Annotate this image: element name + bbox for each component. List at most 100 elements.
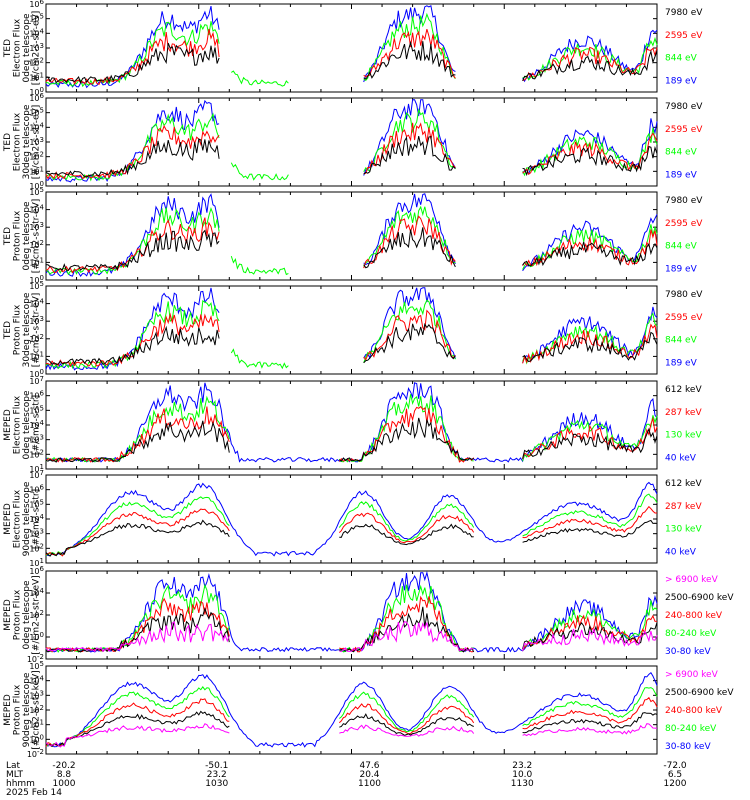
y-axis-title-line: Electron Flux (13, 112, 23, 171)
y-tick-label: 104 (29, 675, 44, 686)
series-line-844-ev (45, 299, 658, 370)
y-tick-label: 105 (29, 107, 44, 118)
y-axis-title-line: Proton Flux (13, 589, 23, 640)
legend-entry: 2500-6900 keV (665, 688, 734, 698)
x-tick-lat: -20.2 (52, 761, 75, 771)
legend-entry: 130 keV (665, 431, 702, 441)
series-line-40-kev (45, 382, 658, 463)
y-axis-title-line: MEPED (3, 409, 13, 441)
y-axis-title: TED Electron Flux 30deg telescope [#/cm2-s-… (3, 104, 42, 179)
x-axis-row-label: hhmm (6, 779, 35, 789)
y-axis-title: TED Proton Flux 0deg telescope [#/cm2-s-str… (3, 199, 42, 274)
series-line-612-kev (45, 519, 658, 557)
y-tick-label: 106 (29, 565, 44, 576)
y-axis-title-line: [#/cm2-s-str] (32, 395, 42, 455)
y-axis-title-line: 0deg telescope (22, 580, 32, 650)
y-axis-title-line: Proton Flux (13, 684, 23, 735)
legend-entry: 189 eV (665, 264, 698, 274)
y-tick-label: 101 (29, 463, 44, 474)
y-tick-label: 104 (29, 27, 44, 38)
legend-entry: 844 eV (665, 54, 698, 64)
legend-entry: 2595 eV (665, 31, 703, 41)
y-axis-title-line: 30deg telescope (22, 104, 32, 179)
legend-entry: > 6900 keV (665, 575, 719, 585)
legend-entry: 240-800 keV (665, 706, 723, 716)
y-axis-title-line: 90deg telescope (22, 672, 32, 747)
y-tick-label: 100 (29, 86, 44, 97)
y-tick-label: 106 (29, 92, 44, 103)
y-tick-label: 102 (29, 57, 44, 68)
y-axis-title-line: 30deg telescope (22, 292, 32, 367)
series-line-7980-ev (45, 40, 658, 84)
y-tick-label: 103 (29, 689, 44, 700)
legend-entry: 612 keV (665, 479, 702, 489)
y-axis-title-line: 0deg telescope (22, 13, 32, 83)
y-tick-label: 104 (29, 513, 44, 524)
y-axis-title-line: Electron Flux (13, 489, 23, 548)
y-axis-title-line: 90deg telescope (22, 481, 32, 556)
panel-frame (45, 570, 658, 660)
panel-frame (45, 665, 658, 755)
legend-entry: 287 keV (665, 408, 702, 418)
y-tick-label: 104 (29, 419, 44, 430)
y-tick-label: 100 (29, 733, 44, 744)
y-axis-title-line: [#/cm2-s-str-keV] (32, 575, 42, 654)
y-tick-label: 102 (29, 609, 44, 620)
series-line-844-ev (45, 205, 658, 276)
series-line-287-kev (45, 505, 657, 557)
panel-frame (45, 191, 658, 281)
legend-entry: 189 eV (665, 76, 698, 86)
y-axis-title-line: MEPED (3, 503, 13, 535)
series-line-189-ev (45, 287, 658, 371)
y-axis-title-line: TED (3, 227, 13, 246)
y-tick-label: 106 (29, 390, 44, 401)
legend-entry: 80-240 keV (665, 629, 717, 639)
y-tick-label: 106 (29, 0, 44, 9)
series-line-189-ev (45, 99, 658, 183)
x-tick-hhmm: 1030 (205, 779, 228, 789)
y-axis-title: TED Proton Flux 30deg telescope [#/cm2-s-st… (3, 292, 42, 367)
y-tick-label: 104 (29, 204, 44, 215)
y-axis-title-line: 0deg telescope (22, 201, 32, 271)
legend-entry: 130 keV (665, 525, 702, 535)
x-tick-lat: -72.0 (663, 761, 687, 771)
y-axis-title-line: Electron Flux (13, 395, 23, 454)
y-tick-label: 104 (29, 121, 44, 132)
series-line-7980-ev (45, 135, 658, 178)
x-tick-mlt: 6.5 (668, 770, 682, 780)
y-axis-title-line: Electron Flux (13, 18, 23, 77)
series-line-2595-ev (45, 309, 658, 368)
panel-5: 101 102 103 104 105 106 107 MEPED Electron Flux 0… (3, 375, 702, 474)
legend-entry: 2500-6900 keV (665, 593, 734, 603)
legend-entry: 2595 eV (665, 219, 703, 229)
y-tick-label: 101 (29, 165, 44, 176)
y-tick-label: 100 (29, 631, 44, 642)
legend-entry: 7980 eV (665, 8, 703, 18)
legend-entry: 287 keV (665, 502, 702, 512)
y-tick-label: 103 (29, 434, 44, 445)
series-line-80-240-kev (45, 686, 658, 747)
y-tick-label: 101 (29, 557, 44, 568)
y-axis-title: MEPED Electron Flux 0deg telescope [#/cm2-s… (3, 390, 42, 460)
y-tick-label: 103 (29, 528, 44, 539)
date-label: 2025 Feb 14 (6, 788, 62, 798)
series-line-189-ev (45, 5, 658, 89)
y-tick-label: 102 (29, 704, 44, 715)
y-tick-label: 100 (29, 180, 44, 191)
legend-entry: 7980 eV (665, 196, 703, 206)
y-axis-title-line: MEPED (3, 694, 13, 726)
legend-entry: 612 keV (665, 385, 702, 395)
y-tick-label: 102 (29, 151, 44, 162)
y-tick-label: 101 (29, 719, 44, 730)
x-axis-row-label: Lat (6, 761, 21, 771)
y-axis-title-line: [#/cm2-s-str-keV] (32, 670, 42, 749)
legend-entry: 7980 eV (665, 290, 703, 300)
series-line-844-ev (45, 107, 658, 182)
series-line-30-80-kev (45, 671, 658, 748)
y-tick-label: 107 (29, 469, 44, 480)
y-tick-label: 103 (29, 315, 44, 326)
y-axis-title-line: [#/cm2-s-str-eV] (32, 11, 42, 86)
